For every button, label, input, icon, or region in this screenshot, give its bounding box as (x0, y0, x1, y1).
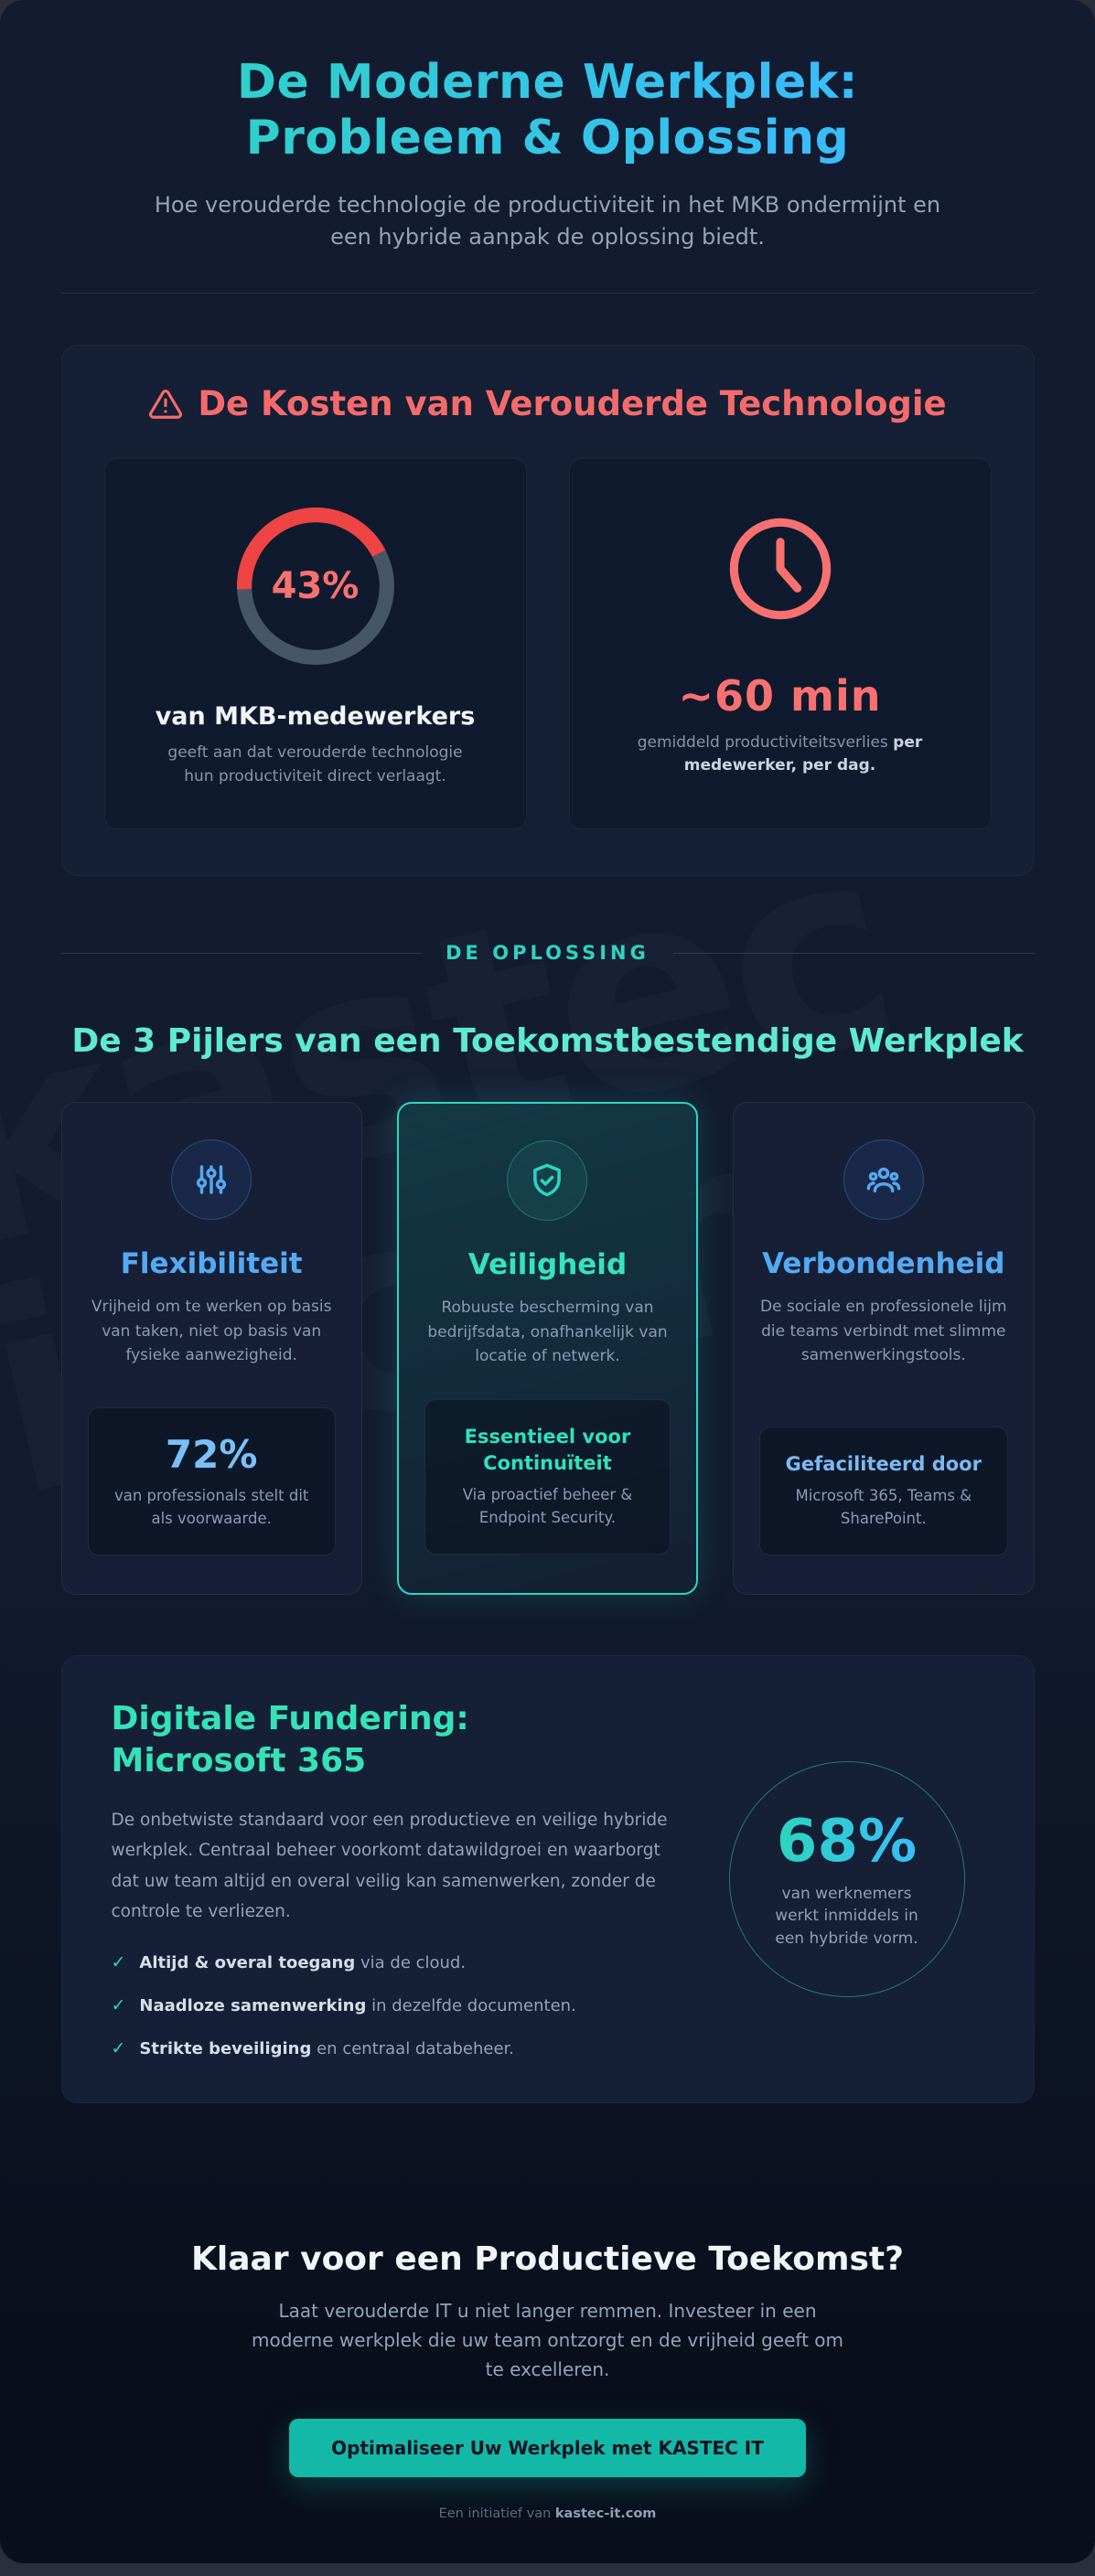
hybrid-stat-value: 68% (776, 1807, 918, 1876)
verbondenheid-icon-circle (843, 1139, 924, 1221)
donut-stat-title: van MKB-medewerkers (155, 702, 476, 732)
pillar-stat-desc: van professionals stelt dit als voorwaar… (113, 1487, 309, 1527)
kicker-line-left (60, 952, 423, 954)
pillar-stat-title: Gefaciliteerd door (785, 1452, 982, 1475)
pillar-stat-desc: Microsoft 365, Teams & SharePoint. (795, 1487, 972, 1527)
header-divider (60, 293, 1035, 294)
page-subtitle: Hoe verouderde technologie de productivi… (154, 191, 941, 250)
check-icon: ✓ (111, 2037, 126, 2058)
pillar-card-verbondenheid: Verbondenheid De sociale en professionel… (733, 1102, 1035, 1595)
cta-section: Klaar voor een Productieve Toekomst? Laa… (61, 2240, 1035, 2478)
donut-chart: 43% (229, 499, 403, 673)
header: De Moderne Werkplek: Probleem & Oplossing… (60, 0, 1035, 294)
pillar-stat-box: 72% van professionals stelt dit als voor… (87, 1407, 336, 1555)
hybrid-stat-circle: 68% van werknemers werkt inmiddels in ee… (728, 1760, 965, 1997)
pillar-title: Flexibiliteit (120, 1247, 303, 1281)
checklist-item: ✓ Naadloze samenwerking in dezelfde docu… (112, 1993, 670, 2018)
hybrid-stat-desc: van werknemers werkt inmiddels in een hy… (775, 1884, 918, 1949)
pillar-desc: De sociale en professionele lijm die tea… (760, 1298, 1007, 1364)
pillar-stat-box: Gefaciliteerd door Microsoft 365, Teams … (759, 1426, 1008, 1555)
checklist-item: ✓ Strikte beveiliging en centraal databe… (112, 2036, 670, 2061)
shield-check-icon (533, 1163, 562, 1197)
pillars-heading: De 3 Pijlers van een Toekomstbestendige … (71, 1022, 1024, 1061)
solution-kicker: DE OPLOSSING (60, 942, 1035, 965)
pillar-desc: Vrijheid om te werken op basis van taken… (91, 1298, 332, 1364)
kicker-label: DE OPLOSSING (446, 942, 649, 965)
pillars-grid: Flexibiliteit Vrijheid om te werken op b… (60, 1102, 1035, 1595)
foundation-section: Digitale Fundering: Microsoft 365 De onb… (60, 1654, 1035, 2104)
check-icon: ✓ (111, 1952, 126, 1973)
alert-triangle-icon (149, 389, 183, 419)
cta-button[interactable]: Optimaliseer Uw Werkplek met KASTEC IT (289, 2419, 806, 2478)
pillar-title: Verbondenheid (762, 1247, 1005, 1281)
pillar-title: Veiligheid (467, 1248, 628, 1282)
time-stat-card: ~60 min gemiddeld productiviteitsverlies… (568, 458, 992, 830)
time-stat-value: ~60 min (678, 670, 882, 721)
footer-site: kastec-it.com (554, 2507, 657, 2522)
pillar-stat-box: Essentieel voor Continuïteit Via proacti… (424, 1399, 671, 1555)
pillar-desc: Robuuste bescherming van bedrijfsdata, o… (427, 1299, 668, 1365)
foundation-heading: Digitale Fundering: Microsoft 365 (111, 1699, 469, 1780)
donut-stat-desc: geeft aan dat verouderde technologie hun… (167, 743, 463, 786)
users-icon (866, 1168, 901, 1193)
foundation-checklist: ✓ Altijd & overal toegang via de cloud. … (112, 1951, 670, 2060)
pillar-card-veiligheid: Veiligheid Robuuste bescherming van bedr… (396, 1102, 699, 1595)
foundation-body: De onbetwiste standaard voor een product… (111, 1811, 668, 1922)
donut-value: 43% (271, 565, 360, 608)
clock-icon (729, 518, 831, 620)
donut-stat-card: 43% van MKB-medewerkers geeft aan dat ve… (103, 458, 527, 830)
cta-body: Laat verouderde IT u niet langer remmen.… (251, 2300, 844, 2381)
checklist-item: ✓ Altijd & overal toegang via de cloud. (112, 1951, 670, 1975)
page-title: De Moderne Werkplek: Probleem & Oplossing (61, 55, 1035, 167)
footer-note: Een initiatief van kastec-it.com (438, 2507, 657, 2522)
check-icon: ✓ (111, 1994, 126, 2015)
problem-heading: De Kosten van Verouderde Technologie (104, 384, 992, 423)
problem-section: De Kosten van Verouderde Technologie 43%… (60, 345, 1035, 877)
time-stat-desc: gemiddeld productiviteitsverlies per med… (637, 732, 923, 775)
pillar-card-flexibiliteit: Flexibiliteit Vrijheid om te werken op b… (60, 1102, 362, 1595)
kicker-line-right (672, 952, 1035, 954)
sliders-icon (197, 1165, 227, 1195)
cta-heading: Klaar voor een Productieve Toekomst? (191, 2240, 904, 2279)
pillar-stat-title: Essentieel voor Continuïteit (464, 1426, 631, 1474)
veiligheid-icon-circle (507, 1140, 588, 1222)
pillar-stat-desc: Via proactief beheer & Endpoint Security… (462, 1486, 633, 1526)
flexibiliteit-icon-circle (171, 1139, 252, 1221)
pillar-stat-value: 72% (165, 1432, 258, 1478)
